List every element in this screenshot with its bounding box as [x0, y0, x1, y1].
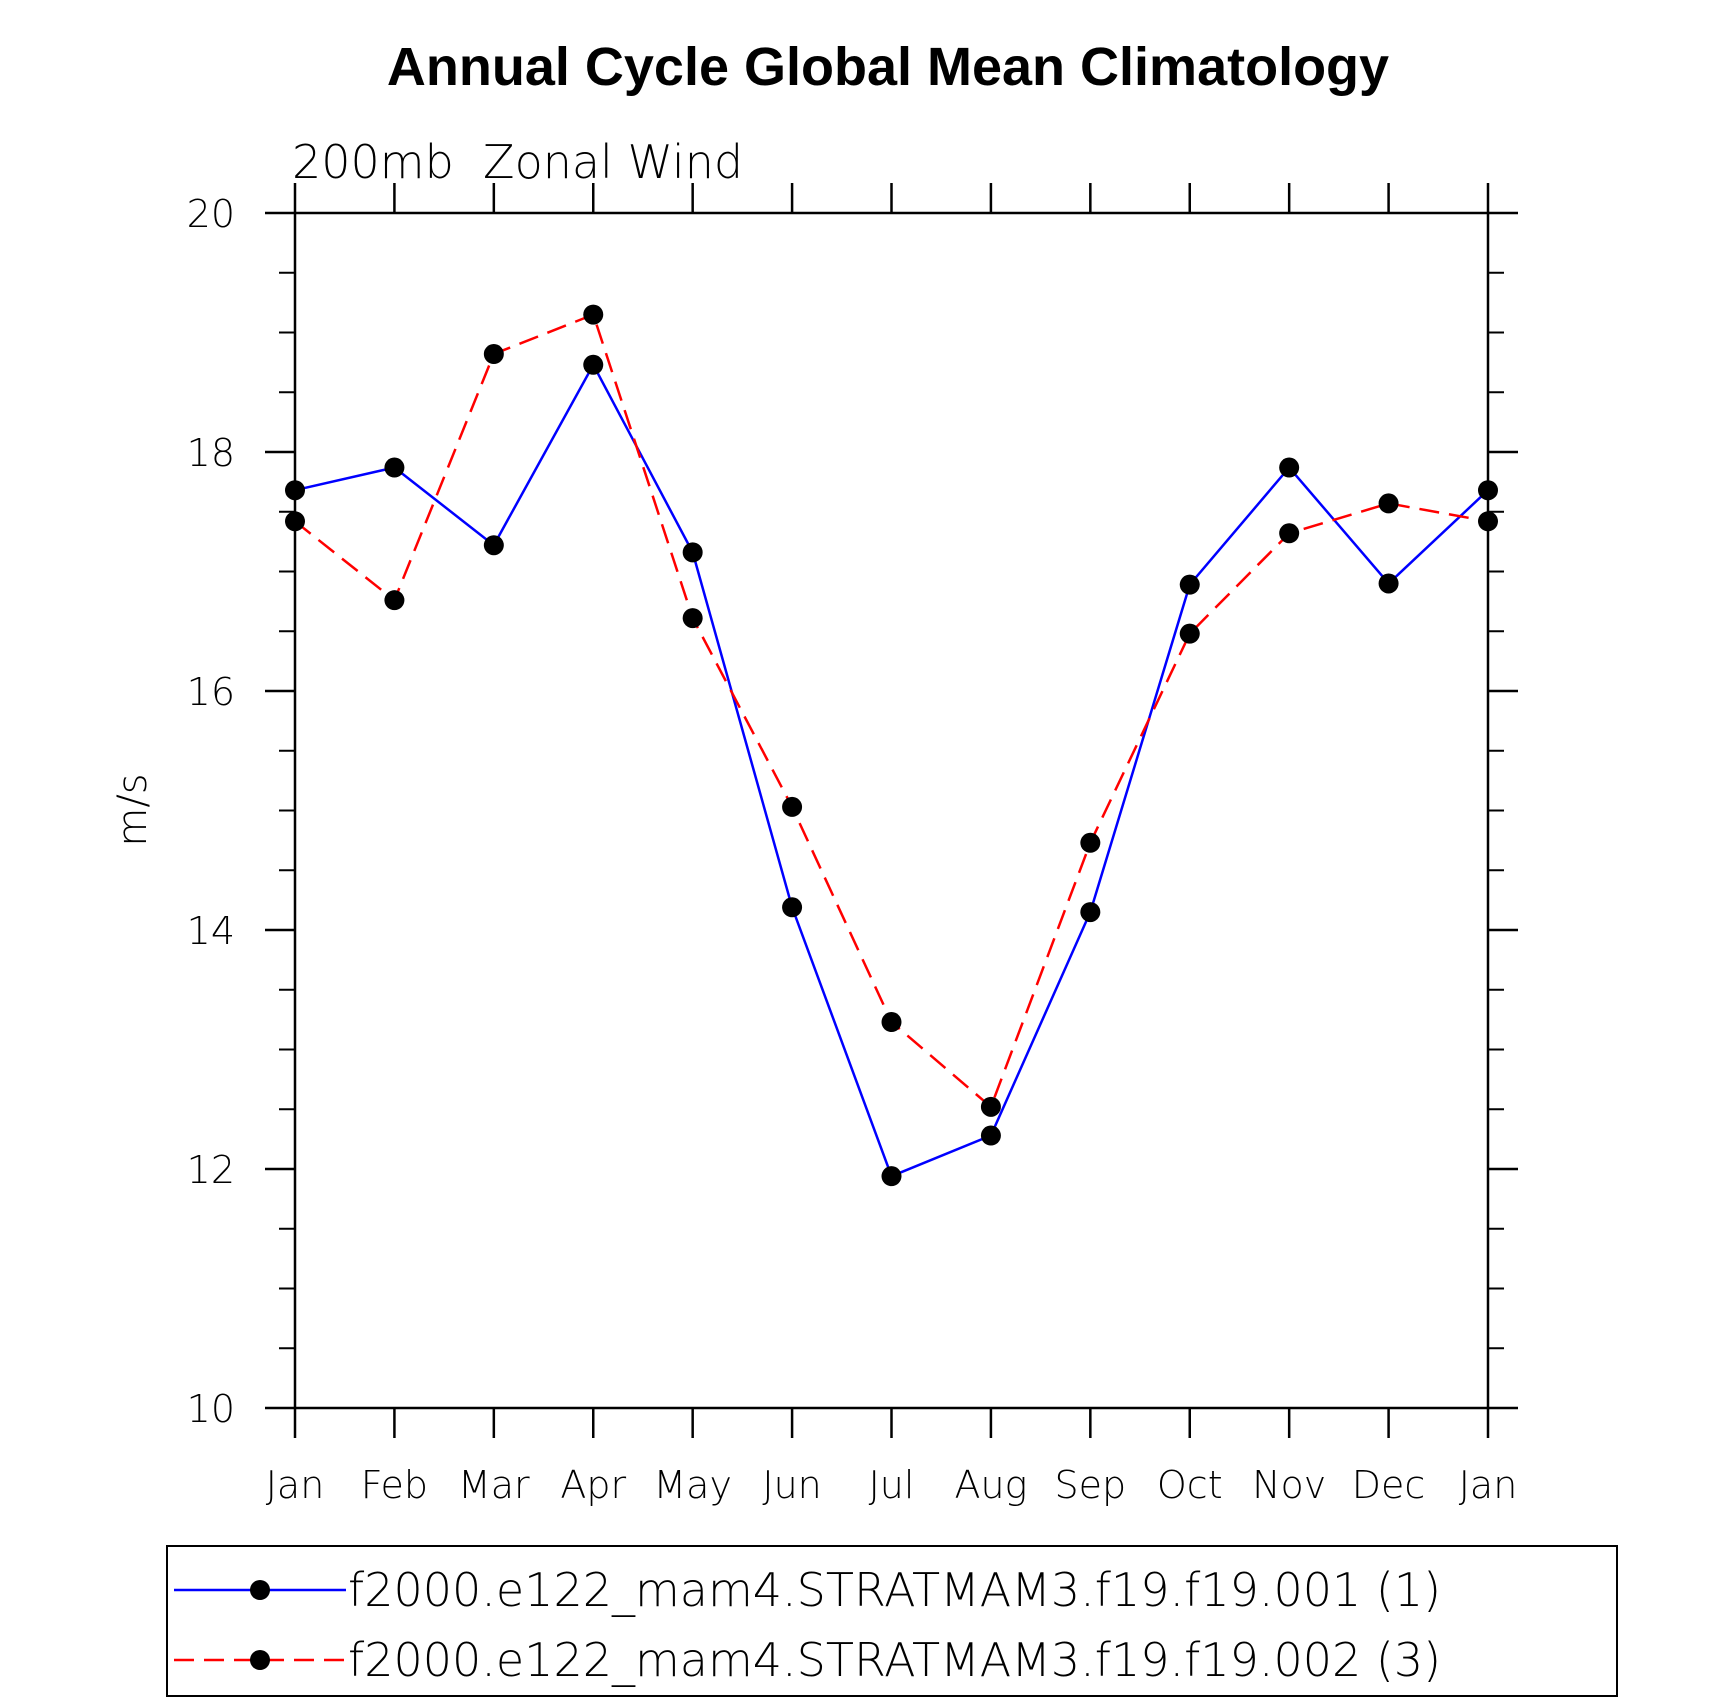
y-axis-label: m/s [110, 773, 156, 846]
y-tick-label: 10 [187, 1387, 235, 1431]
series-2-point [1080, 832, 1101, 853]
x-tick-label: Feb [361, 1463, 428, 1507]
series-layer [285, 304, 1498, 1187]
series-2-point [384, 590, 405, 611]
y-tick-label: 18 [187, 431, 235, 475]
x-tick-label: Aug [954, 1463, 1027, 1507]
legend-marker-series-2 [250, 1650, 270, 1670]
series-1-point [1080, 902, 1101, 923]
legend-marker-series-1 [250, 1580, 270, 1600]
series-1-point [1179, 574, 1200, 595]
series-2-point [285, 511, 305, 532]
x-tick-label: Apr [560, 1463, 626, 1507]
y-tick-label: 20 [187, 192, 235, 236]
series-1-point [980, 1125, 1001, 1146]
y-tick-label: 12 [187, 1148, 235, 1192]
series-2-point [1279, 523, 1300, 544]
series-2-point [682, 608, 703, 629]
series-1-point [1478, 480, 1498, 501]
series-2-point [980, 1096, 1001, 1117]
series-2-point [1179, 623, 1200, 644]
series-1-point [881, 1166, 902, 1187]
legend-label-series-1: f2000.e122_mam4.STRATMAM3.f19.f19.001 (1… [348, 1563, 1441, 1617]
x-axis-ticks: Jan Feb Mar Apr May Jun Jul Aug Sep Oct Nov Dec Jan [266, 183, 1518, 1507]
series-line-2 [294, 312, 1489, 1110]
legend: f2000.e122_mam4.STRATMAM3.f19.f19.001 (1… [166, 1545, 1618, 1697]
series-2-point [483, 344, 504, 365]
series-2-point [1378, 493, 1399, 514]
chart-subtitle: 200mb Zonal Wind [292, 135, 743, 189]
series-1-point [583, 354, 604, 375]
x-tick-label: Nov [1252, 1463, 1326, 1507]
series-1-point [1378, 573, 1399, 594]
y-tick-label: 14 [187, 909, 235, 953]
plot-frame [293, 211, 1490, 1410]
legend-box [166, 1545, 1618, 1697]
series-1-point [384, 457, 405, 478]
legend-label-series-2: f2000.e122_mam4.STRATMAM3.f19.f19.002 (3… [348, 1633, 1441, 1687]
series-2-point [782, 796, 803, 817]
series-line-1 [294, 362, 1489, 1178]
x-tick-label: Jan [1459, 1463, 1518, 1507]
x-tick-label: Dec [1352, 1463, 1426, 1507]
x-tick-label: Jun [762, 1463, 821, 1507]
x-tick-label: Oct [1157, 1463, 1223, 1507]
x-tick-label: Jul [869, 1463, 915, 1507]
chart-title: Annual Cycle Global Mean Climatology [387, 37, 1389, 97]
series-1-point [782, 897, 803, 918]
x-tick-label: May [653, 1463, 732, 1507]
x-tick-label: Sep [1055, 1463, 1127, 1507]
series-1-point [483, 535, 504, 556]
x-tick-label: Mar [458, 1463, 530, 1507]
y-tick-label: 16 [187, 670, 235, 714]
x-tick-label: Jan [266, 1463, 325, 1507]
series-1-point [285, 480, 305, 501]
series-1-point [682, 542, 703, 563]
series-2-point [583, 304, 604, 325]
series-2-point [881, 1012, 902, 1033]
series-1-point [1279, 457, 1300, 478]
y-axis-ticks: 10 12 14 16 18 20 [187, 192, 1518, 1431]
series-2-point [1478, 511, 1498, 532]
